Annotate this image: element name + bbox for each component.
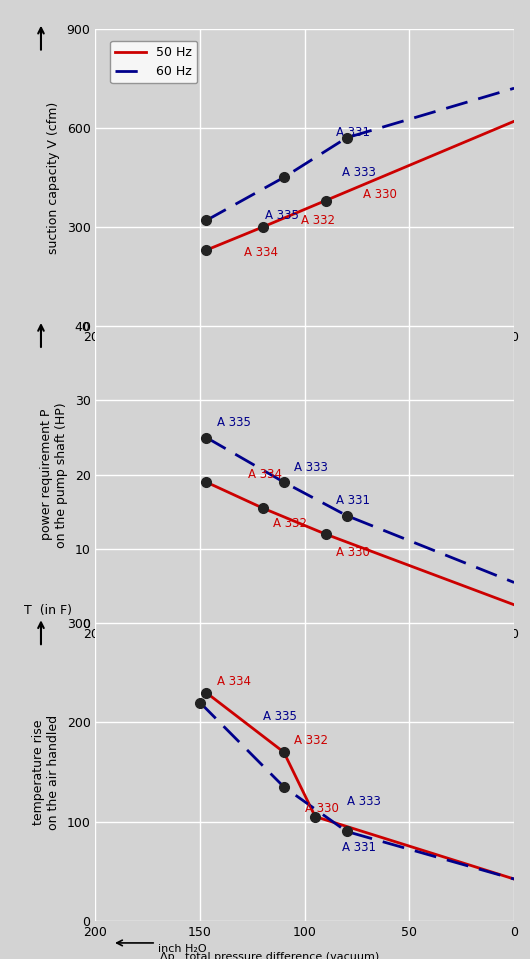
Y-axis label: suction capacity V (cfm): suction capacity V (cfm): [47, 102, 60, 253]
Y-axis label: temperature rise
on the air handled: temperature rise on the air handled: [32, 714, 60, 830]
Text: A 333: A 333: [294, 461, 328, 474]
Text: T  (in F): T (in F): [24, 604, 72, 618]
Text: A 332: A 332: [273, 517, 307, 529]
Text: A 331: A 331: [336, 495, 370, 507]
Text: A 332: A 332: [294, 735, 328, 747]
Text: A 331: A 331: [342, 841, 376, 854]
Text: inch H₂O: inch H₂O: [158, 350, 207, 360]
Text: inch H₂O: inch H₂O: [158, 945, 207, 954]
Text: A 333: A 333: [342, 166, 376, 178]
Text: A 334: A 334: [244, 246, 278, 259]
Text: A 335: A 335: [217, 416, 251, 430]
Text: inch H₂O: inch H₂O: [158, 647, 207, 657]
Text: A 335: A 335: [263, 711, 297, 723]
Text: A 333: A 333: [347, 795, 381, 807]
Text: Δp   total pressure difference (vacuum): Δp total pressure difference (vacuum): [160, 358, 379, 367]
Text: A 332: A 332: [301, 214, 334, 227]
Text: A 330: A 330: [336, 547, 370, 559]
Text: Δp   total pressure difference (vacuum): Δp total pressure difference (vacuum): [160, 655, 379, 665]
Text: A 335: A 335: [265, 209, 299, 222]
Text: A 330: A 330: [364, 188, 398, 200]
Text: A 334: A 334: [217, 675, 251, 688]
Y-axis label: power requirement P
on the pump shaft (HP): power requirement P on the pump shaft (H…: [40, 402, 68, 548]
Legend: 50 Hz, 60 Hz: 50 Hz, 60 Hz: [110, 41, 197, 83]
Text: A 334: A 334: [248, 468, 282, 481]
Text: Δp   total pressure difference (vacuum): Δp total pressure difference (vacuum): [160, 952, 379, 959]
Text: A 331: A 331: [336, 127, 370, 139]
Text: A 330: A 330: [305, 802, 339, 814]
